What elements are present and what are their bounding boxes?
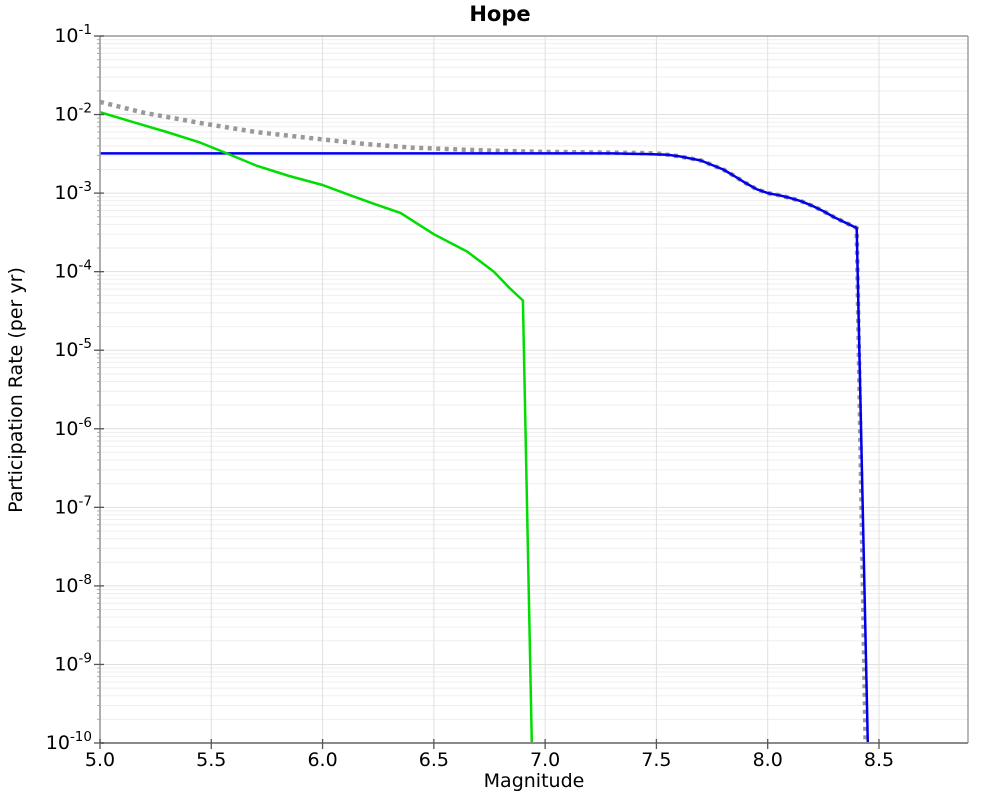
x-tick-label: 7.5 <box>641 749 671 771</box>
y-tick-label: 10-3 <box>54 179 92 204</box>
y-tick-label: 10-1 <box>54 22 92 47</box>
x-tick-label: 8.0 <box>753 749 783 771</box>
plot-border <box>99 35 969 744</box>
y-tick-label: 10-4 <box>54 258 92 283</box>
y-tick-label: 10-5 <box>54 336 92 361</box>
x-tick-label: 8.5 <box>864 749 894 771</box>
y-tick-label: 10-9 <box>54 650 92 675</box>
x-tick-label: 5.5 <box>196 749 226 771</box>
gridlines <box>100 35 968 744</box>
y-tick-label: 10-2 <box>54 101 92 126</box>
x-axis-label: Magnitude <box>483 770 585 792</box>
series-group <box>99 99 870 744</box>
y-tick-label: 10-6 <box>54 415 92 440</box>
green-solid-curve <box>99 111 534 744</box>
blue-solid-curve <box>100 152 870 744</box>
x-tick-label: 5.0 <box>85 749 115 771</box>
x-tick-label: 6.5 <box>419 749 449 771</box>
x-tick-label: 7.0 <box>530 749 560 771</box>
axis-ticks: 5.0 5.5 6.0 6.5 7.0 7.5 8.0 8.5 10-1 10-2 10-3 10-4… <box>46 22 894 771</box>
chart-title: Hope <box>469 2 531 26</box>
y-tick-label: 10-8 <box>54 572 92 597</box>
y-tick-label: 10-7 <box>54 493 92 518</box>
y-axis-label: Participation Rate (per yr) <box>5 267 27 513</box>
plot-background <box>100 36 968 743</box>
x-tick-label: 6.0 <box>307 749 337 771</box>
y-tick-label: 10-10 <box>46 729 92 754</box>
